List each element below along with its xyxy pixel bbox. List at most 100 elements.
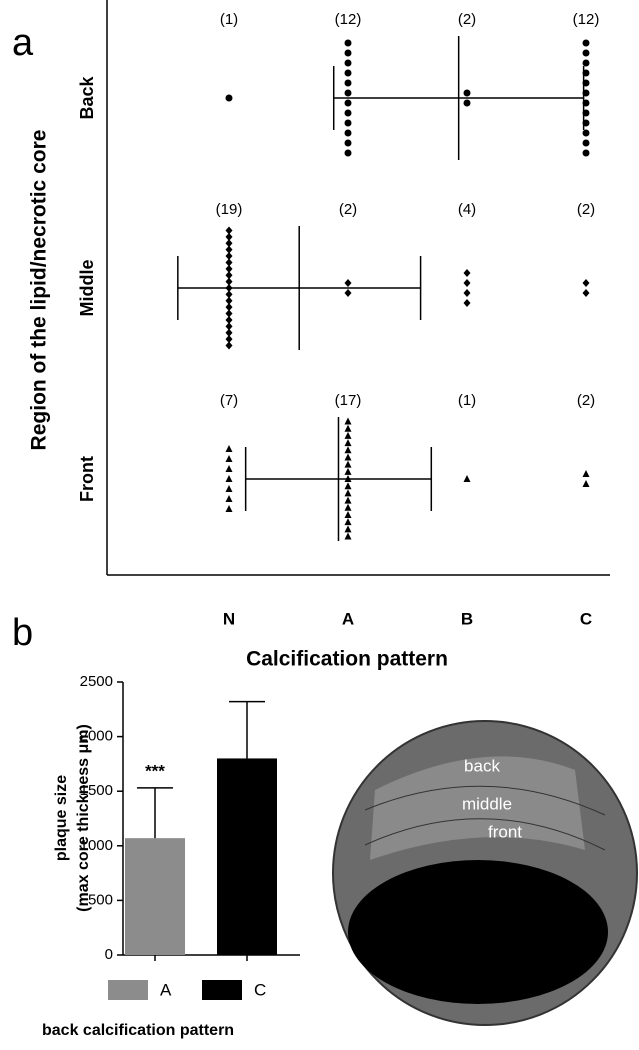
y-tick-label: 2500 bbox=[80, 673, 113, 690]
y-tick-label: 1500 bbox=[80, 782, 113, 799]
dot bbox=[225, 245, 233, 254]
dot bbox=[582, 480, 590, 487]
dot bbox=[344, 69, 352, 77]
y-tick-label: 0 bbox=[105, 946, 113, 963]
dot bbox=[225, 226, 233, 235]
dot bbox=[344, 289, 352, 297]
dot bbox=[225, 277, 233, 286]
dot bbox=[344, 119, 352, 127]
dot bbox=[344, 453, 352, 461]
bar bbox=[217, 758, 277, 955]
legend-label: A bbox=[160, 980, 172, 999]
x-tick-label: C bbox=[580, 609, 592, 628]
dot bbox=[225, 258, 233, 267]
dot bbox=[582, 279, 590, 287]
dot bbox=[344, 503, 352, 511]
x-tick-label: A bbox=[342, 609, 354, 628]
dot bbox=[225, 309, 233, 318]
panel-label: b bbox=[12, 612, 33, 654]
diagram-label: middle bbox=[462, 794, 512, 813]
dot bbox=[344, 139, 352, 147]
count-label: (4) bbox=[458, 201, 476, 218]
dot bbox=[463, 475, 471, 482]
dot bbox=[225, 264, 233, 273]
dot bbox=[225, 252, 233, 261]
dot bbox=[344, 482, 352, 490]
dot bbox=[344, 525, 352, 533]
y-axis-label: Region of the lipid/necrotic core bbox=[28, 130, 51, 451]
dot bbox=[225, 322, 233, 331]
count-label: (2) bbox=[458, 11, 476, 28]
dot bbox=[582, 470, 590, 477]
count-label: (12) bbox=[335, 11, 362, 28]
dot bbox=[225, 505, 233, 512]
plaque-band bbox=[370, 756, 585, 860]
x-axis-label: back calcification pattern bbox=[42, 1022, 234, 1039]
count-label: (2) bbox=[339, 201, 357, 218]
dot bbox=[225, 303, 233, 312]
dot bbox=[463, 299, 471, 307]
dot bbox=[225, 465, 233, 472]
dot bbox=[344, 496, 352, 504]
legend-label: C bbox=[254, 980, 266, 999]
row-label: Back bbox=[77, 75, 97, 119]
dot bbox=[582, 149, 590, 157]
dot bbox=[344, 417, 352, 425]
dot bbox=[225, 232, 233, 241]
dot bbox=[225, 315, 233, 324]
dot bbox=[582, 129, 590, 137]
dot bbox=[344, 424, 352, 432]
dot bbox=[225, 495, 233, 502]
dot bbox=[225, 94, 233, 102]
diagram-label: back bbox=[464, 756, 500, 775]
dot bbox=[463, 89, 471, 97]
count-label: (2) bbox=[577, 201, 595, 218]
row-label: Front bbox=[77, 456, 97, 502]
dot bbox=[344, 460, 352, 468]
arc bbox=[364, 785, 606, 816]
y-tick-label: 2000 bbox=[80, 728, 113, 745]
arc bbox=[364, 818, 606, 851]
dot bbox=[225, 328, 233, 337]
dot bbox=[463, 279, 471, 287]
count-label: (1) bbox=[220, 11, 238, 28]
dot bbox=[225, 341, 233, 350]
count-label: (1) bbox=[458, 392, 476, 409]
dot bbox=[344, 510, 352, 518]
y-tick-label: 500 bbox=[88, 891, 113, 908]
dot bbox=[582, 289, 590, 297]
dot bbox=[225, 271, 233, 280]
dot bbox=[582, 139, 590, 147]
dot bbox=[225, 239, 233, 248]
dot bbox=[225, 290, 233, 299]
dot bbox=[344, 439, 352, 447]
dot bbox=[344, 532, 352, 540]
x-tick-label: B bbox=[461, 609, 473, 628]
dot bbox=[225, 335, 233, 344]
dot bbox=[344, 431, 352, 439]
dot bbox=[582, 49, 590, 57]
y-tick-label: 1000 bbox=[80, 837, 113, 854]
dot bbox=[225, 455, 233, 462]
dot bbox=[582, 59, 590, 67]
dot bbox=[225, 296, 233, 305]
bar bbox=[125, 838, 185, 955]
count-label: (12) bbox=[573, 11, 600, 28]
dot bbox=[225, 485, 233, 492]
dot bbox=[344, 518, 352, 526]
dot bbox=[344, 49, 352, 57]
panel-label: a bbox=[12, 22, 34, 64]
dot bbox=[344, 99, 352, 107]
dot bbox=[225, 445, 233, 452]
dot bbox=[344, 129, 352, 137]
dot bbox=[582, 39, 590, 47]
count-label: (2) bbox=[577, 392, 595, 409]
legend-swatch bbox=[202, 980, 242, 1000]
row-label: Middle bbox=[77, 260, 97, 317]
significance: *** bbox=[145, 761, 165, 780]
dot bbox=[344, 109, 352, 117]
dot bbox=[463, 99, 471, 107]
y-axis-label: plaque size bbox=[53, 775, 70, 861]
dot bbox=[344, 446, 352, 454]
